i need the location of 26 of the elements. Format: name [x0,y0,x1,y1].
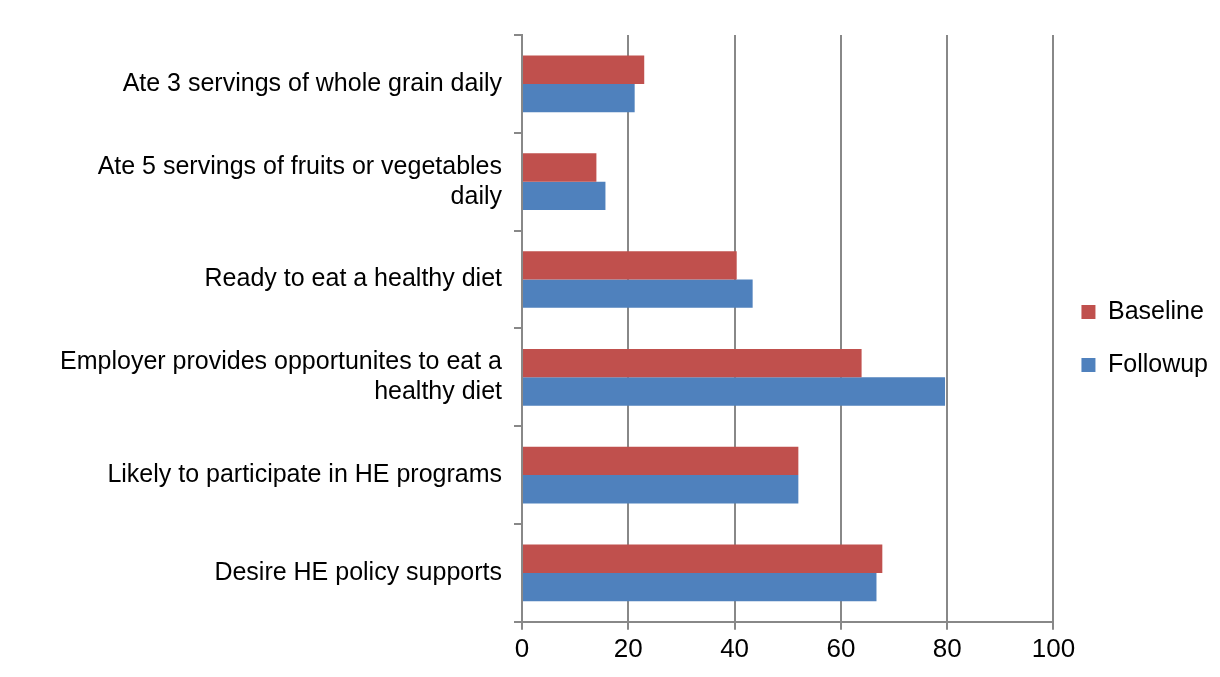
bar [523,153,597,182]
legend-label: Followup [1107,348,1209,377]
bar [523,181,606,211]
legend-label: Baseline [1107,295,1204,324]
bar [523,572,877,602]
bar [523,251,737,280]
x-tick-label: 60 [826,632,856,663]
y-tick-label: Ate 3 servings of whole grain daily [122,67,503,96]
y-tick-label: Ready to eat a healthy diet [204,263,503,292]
bar [523,55,645,84]
bar [523,544,883,573]
y-tick-label: Ate 5 servings of fruits or vegetables daily [97,150,503,209]
bar [523,446,799,476]
x-tick-label: 40 [720,632,750,663]
x-tick-label: 20 [613,632,643,663]
bar [523,475,799,504]
y-tick-label: Likely to participate in HE programs [107,458,502,487]
bar [523,83,635,113]
x-tick-label: 100 [1031,632,1076,663]
y-tick-label: Employer provides opportunites to eat a healthy diet [60,346,503,405]
y-tick-label: Desire HE policy supports [214,556,502,585]
bar [523,348,862,378]
x-tick-label: 0 [514,632,530,663]
bar [523,279,753,308]
bar [523,377,946,406]
x-tick-label: 80 [932,632,962,663]
